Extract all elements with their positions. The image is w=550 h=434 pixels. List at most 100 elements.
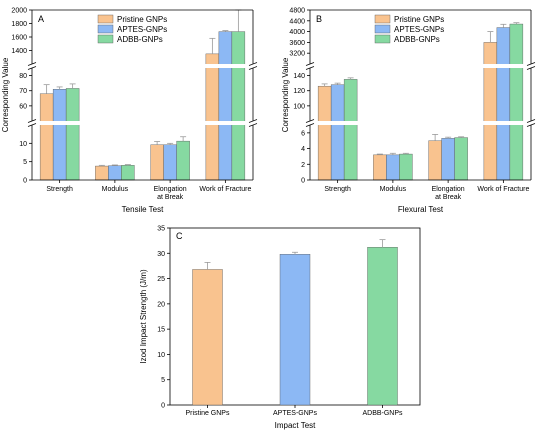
y-tick-label: 25 (157, 276, 165, 283)
bar-adbb-gnps-work-of-fracture (231, 31, 246, 181)
y-tick-label: 140 (293, 73, 305, 80)
y-tick-label: 10 (157, 352, 165, 359)
bar-aptes-gnps-strength (330, 84, 345, 181)
bar-aptes-gnps-work-of-fracture (496, 27, 511, 181)
legend-label: APTES-GNPs (117, 25, 167, 34)
bar-pristine-gnps-strength (317, 85, 332, 181)
y-axis-title: Izod Impact Strength (J/m) (139, 269, 148, 364)
x-tick-label: Elongation (154, 186, 187, 193)
x-tick-label: Work of Fracture (199, 186, 251, 193)
bar-pristine-gnps (192, 269, 223, 406)
bar-aptes-gnps-modulus (386, 154, 400, 181)
panel-c: Pristine GNPs APTES-GNPs ADBB-GNPs 0 5 10 15 20… (139, 226, 421, 430)
bar-adbb-gnps-elongation-at-break (454, 137, 468, 181)
break-marker (526, 123, 536, 127)
axis-break-gap (304, 121, 533, 125)
break-marker (248, 62, 258, 66)
y-tick-label: 1400 (11, 48, 27, 55)
break-marker (305, 123, 315, 127)
bar-pristine-gnps-elongation-at-break (150, 144, 164, 181)
bar-aptes-gnps-modulus (108, 165, 122, 181)
y-tick-label: 2000 (11, 8, 27, 15)
legend-swatch (97, 34, 114, 44)
y-tick-label: 30 (157, 251, 165, 258)
x-tick-label: APTES-GNPs (273, 410, 317, 417)
y-tick-label: 10 (19, 141, 27, 148)
bar-adbb-gnps (367, 247, 398, 406)
x-tick-label: ADBB-GNPs (362, 410, 403, 417)
panel-a: 0 5 10 60 70 80 1400 1600 1800 2000 Strength Modulu… (1, 8, 258, 214)
break-marker (27, 119, 37, 123)
break-marker (248, 66, 258, 70)
y-tick-label: 100 (293, 103, 305, 110)
break-marker (248, 119, 258, 123)
bar-pristine-gnps-elongation-at-break (428, 140, 442, 181)
y-tick-label: 20 (157, 301, 165, 308)
bar-aptes-gnps-strength (52, 88, 67, 181)
x-tick-label: Strength (324, 186, 351, 193)
legend-label: APTES-GNPs (394, 25, 444, 34)
legend-swatch (374, 14, 391, 24)
legend-swatch (97, 24, 114, 34)
bar-aptes-gnps (279, 254, 311, 406)
break-marker (526, 119, 536, 123)
y-tick-label: 2 (301, 162, 305, 169)
legend-label: Pristine GNPs (117, 15, 167, 24)
axis-break-gap (26, 64, 255, 68)
bar-adbb-gnps-modulus (121, 165, 135, 181)
panel-b: 0 2 4 6 100 120 140 3200 3600 4000 4400 4800 Strengt… (281, 8, 536, 214)
bar-adbb-gnps-strength (65, 88, 80, 181)
y-axis-title: Corresponding Value (281, 57, 290, 132)
axis-break-gap (304, 64, 533, 68)
panel-label: A (38, 14, 44, 24)
bar-adbb-gnps-work-of-fracture (509, 23, 524, 181)
bar-pristine-gnps-modulus (373, 154, 387, 181)
legend-label: ADBB-GNPs (394, 35, 440, 44)
bar-pristine-gnps-work-of-fracture (205, 53, 220, 181)
y-tick-label: 15 (157, 327, 165, 334)
y-tick-label: 0 (301, 178, 305, 185)
y-tick-label: 5 (161, 377, 165, 384)
y-tick-label: 0 (161, 403, 165, 410)
y-tick-label: 120 (293, 88, 305, 95)
y-tick-label: 4400 (289, 18, 305, 25)
x-axis-title: Flexural Test (398, 205, 444, 214)
x-tick-label: Work of Fracture (477, 186, 529, 193)
x-tick-label: at Break (157, 194, 184, 201)
break-marker (27, 62, 37, 66)
y-tick-label: 60 (19, 103, 27, 110)
legend-label: ADBB-GNPs (117, 35, 163, 44)
y-tick-label: 0 (23, 178, 27, 185)
legend-swatch (374, 34, 391, 44)
y-tick-label: 3200 (289, 51, 305, 58)
x-axis-title: Impact Test (275, 421, 317, 430)
bar-aptes-gnps-work-of-fracture (218, 31, 233, 181)
break-marker (305, 119, 315, 123)
bar-pristine-gnps-work-of-fracture (483, 42, 498, 181)
y-tick-label: 5 (23, 159, 27, 166)
bar-adbb-gnps-elongation-at-break (176, 140, 190, 181)
bar-pristine-gnps-modulus (95, 165, 109, 181)
y-axis-title: Corresponding Value (1, 57, 10, 132)
legend-swatch (97, 14, 114, 24)
y-tick-label: 6 (301, 130, 305, 137)
y-tick-label: 4800 (289, 8, 305, 15)
break-marker (248, 123, 258, 127)
y-tick-label: 4000 (289, 29, 305, 36)
bar-adbb-gnps-modulus (399, 153, 413, 181)
y-tick-label: 70 (19, 88, 27, 95)
bar-aptes-gnps-elongation-at-break (163, 144, 177, 181)
y-tick-label: 35 (157, 226, 165, 233)
x-tick-label: Modulus (102, 186, 129, 193)
y-tick-label: 1600 (11, 35, 27, 42)
x-axis-title: Tensile Test (122, 205, 164, 214)
x-tick-label: at Break (435, 194, 462, 201)
break-marker (305, 66, 315, 70)
panel-label: B (316, 14, 322, 24)
y-tick-label: 4 (301, 146, 305, 153)
y-tick-label: 80 (19, 73, 27, 80)
panel-label: C (176, 231, 183, 241)
bar-pristine-gnps-strength (39, 93, 54, 181)
x-tick-label: Strength (46, 186, 73, 193)
